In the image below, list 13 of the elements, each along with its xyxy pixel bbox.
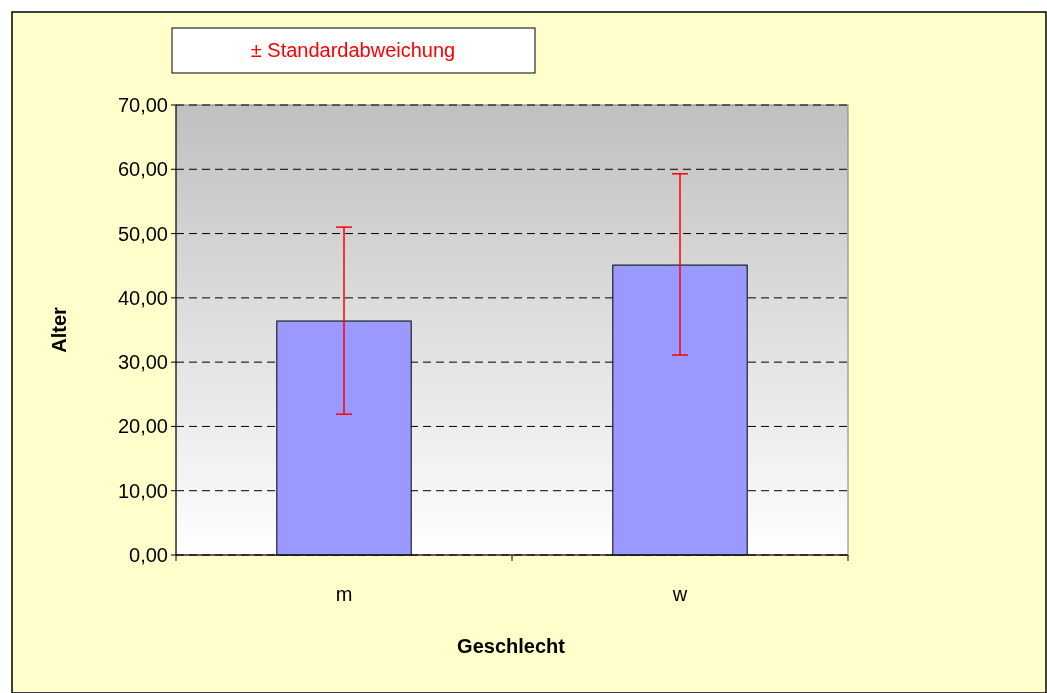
y-tick-label: 10,00 — [117, 479, 168, 502]
y-tick-label: 0,00 — [129, 544, 168, 566]
x-tick-label: m — [335, 583, 353, 605]
y-tick-label: 50,00 — [117, 222, 168, 245]
legend-title: ± Standardabweichung — [250, 39, 456, 61]
y-tick-label: 40,00 — [117, 286, 168, 309]
x-tick-label: w — [671, 583, 688, 605]
y-axis-title: Alter — [48, 307, 70, 353]
y-tick-label: 60,00 — [117, 158, 168, 181]
y-tick-label: 70,00 — [117, 94, 168, 116]
y-tick-label: 20,00 — [117, 415, 168, 438]
x-axis-title: Geschlecht — [457, 635, 566, 657]
y-tick-label: 30,00 — [117, 351, 168, 374]
